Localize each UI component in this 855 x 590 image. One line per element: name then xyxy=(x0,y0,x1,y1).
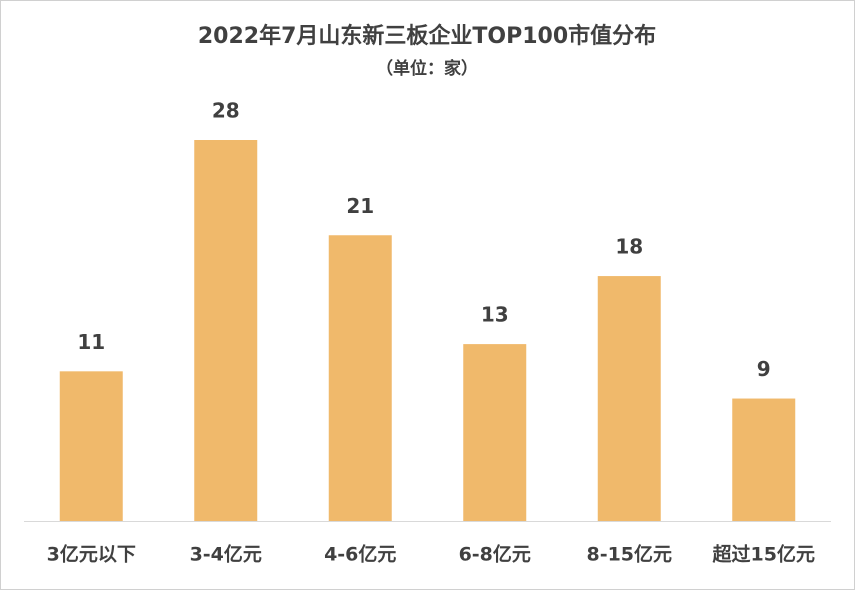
chart-subtitle: （单位：家） xyxy=(376,58,478,79)
x-tick-label: 超过15亿元 xyxy=(712,543,815,566)
x-tick-label: 4-6亿元 xyxy=(324,543,396,566)
bar xyxy=(463,344,527,521)
bar xyxy=(59,371,123,521)
bar xyxy=(328,235,392,521)
bar xyxy=(597,276,661,521)
x-tick-label: 6-8亿元 xyxy=(459,543,531,566)
data-label: 21 xyxy=(346,194,374,218)
x-tick-label: 8-15亿元 xyxy=(586,543,672,566)
data-label: 28 xyxy=(212,99,240,123)
data-label: 9 xyxy=(757,357,771,381)
data-label: 11 xyxy=(77,330,105,354)
data-label: 18 xyxy=(615,235,643,259)
x-tick-label: 3亿元以下 xyxy=(47,543,136,566)
data-label: 13 xyxy=(481,303,509,327)
bar xyxy=(194,140,258,521)
chart-title: 2022年7月山东新三板企业TOP100市值分布 xyxy=(198,23,656,49)
bar xyxy=(732,398,796,521)
x-tick-label: 3-4亿元 xyxy=(190,543,262,566)
